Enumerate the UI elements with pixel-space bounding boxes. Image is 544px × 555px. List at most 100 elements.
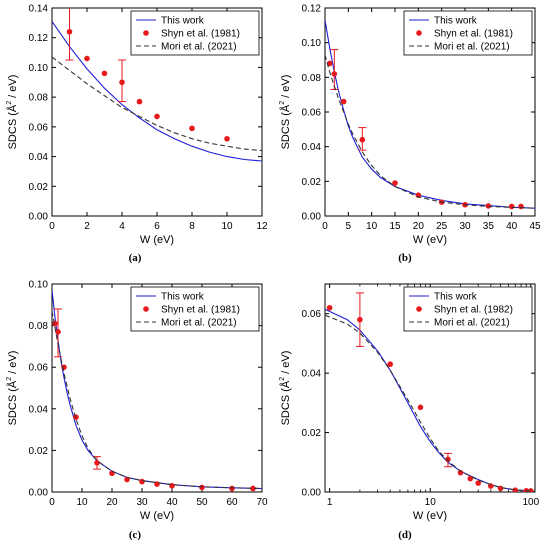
y-axis-label: SDCS (Å2 / eV) [279, 351, 292, 426]
y-label-unit: Å [279, 104, 292, 112]
legend-marker-swatch [143, 30, 149, 36]
x-tick-label: 4 [119, 221, 125, 232]
plot-frame [51, 283, 263, 493]
x-axis-label: W (eV) [413, 510, 447, 522]
data-point [497, 485, 504, 492]
series-line-this-work [325, 308, 535, 492]
y-tick-label: 0.12 [302, 4, 322, 15]
y-label-exponent: 2 [279, 101, 286, 105]
legend-entry-label: Mori et al. (2021) [434, 318, 510, 329]
series-line-mori [52, 56, 262, 152]
x-tick-label: 8 [189, 221, 195, 232]
data-point [119, 79, 125, 86]
y-tick-label: 0.02 [29, 446, 49, 457]
x-tick-label: 50 [196, 497, 208, 508]
x-tick-label: 30 [459, 221, 471, 232]
data-point [387, 361, 393, 368]
plot-area [52, 8, 262, 162]
data-point [229, 485, 235, 492]
legend-box [130, 286, 260, 332]
y-tick-label: 0.02 [302, 428, 322, 439]
y-axis-label: SDCS (Å2 / eV) [6, 351, 19, 426]
legend-marker-swatch [416, 306, 422, 312]
y-label-end: / eV) [7, 75, 19, 101]
x-tick-label: 1 [327, 497, 333, 508]
x-tick-label: 10 [76, 497, 88, 508]
x-axis-label: W (eV) [140, 234, 174, 246]
data-point [94, 460, 100, 466]
data-point [445, 456, 451, 463]
legend: This work Shyn et al. (1981) Mori et al. (… [403, 10, 533, 56]
x-tick-label: 20 [106, 497, 118, 508]
data-point [52, 320, 58, 327]
plot-area [52, 290, 262, 492]
legend-entry-label: Mori et al. (2021) [161, 42, 237, 53]
legend-marker-swatch [143, 306, 149, 312]
y-axis-label: SDCS (Å2 / eV) [6, 75, 19, 150]
legend-entry-label: Shyn et al. (1981) [161, 305, 240, 316]
y-label-main: SDCS ( [7, 388, 19, 426]
x-tick-label: 5 [346, 221, 352, 232]
y-tick-label: 0.06 [29, 363, 49, 374]
x-tick-label: 0 [49, 221, 55, 232]
x-tick-label: 20 [413, 221, 425, 232]
y-tick-label: 0.02 [302, 177, 322, 188]
legend-entry-label: Shyn et al. (1982) [434, 305, 513, 316]
data-point [359, 136, 366, 143]
legend-box [130, 10, 260, 56]
data-point [392, 180, 398, 186]
y-axis-label: SDCS (Å2 / eV) [279, 75, 292, 150]
x-tick-label: 35 [483, 221, 495, 232]
data-point [417, 404, 424, 411]
y-label-end: / eV) [280, 351, 292, 377]
x-tick-label: 70 [256, 497, 268, 508]
y-tick-label: 0.00 [302, 212, 322, 223]
y-tick-label: 0.02 [29, 182, 49, 193]
x-tick-label: 10 [425, 497, 437, 508]
x-tick-label: 40 [506, 221, 518, 232]
y-tick-label: 0.04 [302, 142, 322, 153]
y-tick-label: 0.14 [29, 4, 49, 15]
x-tick-label: 6 [154, 221, 160, 232]
y-label-exponent: 2 [6, 101, 13, 105]
y-tick-label: 0.04 [29, 404, 49, 415]
y-label-end: / eV) [280, 75, 292, 101]
y-label-main: SDCS ( [280, 112, 292, 150]
x-tick-label: 25 [436, 221, 448, 232]
data-point [154, 113, 160, 120]
chart-panel-b: 0 5 10 15 20 25 30 35 40 45 0.00 0.02 0.04 0.06 0.08 0.… [279, 4, 541, 265]
data-point [326, 304, 333, 311]
y-tick-label: 0.12 [29, 33, 49, 44]
x-tick-label: 100 [522, 497, 539, 508]
series-line-mori [325, 314, 535, 492]
legend-entry-label: This work [434, 292, 478, 303]
y-tick-label: 0.10 [29, 63, 49, 74]
data-point [73, 414, 79, 420]
x-tick-label: 40 [166, 497, 178, 508]
y-label-unit: Å [6, 104, 19, 112]
y-tick-label: 0.08 [29, 93, 49, 104]
legend-box [403, 10, 533, 56]
legend-entry-label: Mori et al. (2021) [161, 318, 237, 329]
data-point [84, 55, 90, 62]
data-point [512, 487, 519, 492]
data-point [457, 469, 464, 476]
x-tick-label: 10 [366, 221, 378, 232]
legend: This work Shyn et al. (1982) Mori et al. (… [403, 286, 533, 332]
data-point [518, 203, 524, 210]
x-axis-label: W (eV) [413, 234, 447, 246]
panel-caption: (a) [129, 252, 142, 264]
y-tick-label: 0.10 [302, 38, 322, 49]
x-tick-label: 0 [322, 221, 328, 232]
panel-caption: (d) [398, 529, 412, 541]
legend: This work Shyn et al. (1981) Mori et al. (… [130, 286, 260, 332]
y-tick-label: 0.00 [302, 488, 322, 499]
data-point [55, 329, 61, 335]
x-tick-label: 2 [84, 221, 90, 232]
x-tick-label: 0 [49, 497, 55, 508]
y-tick-label: 0.00 [29, 212, 49, 223]
chart-panel-d: 1 10 100 0.00 0.02 0.04 0.06 W (eV) SDCS (Å2 / e… [279, 283, 540, 541]
x-tick-label: 15 [389, 221, 401, 232]
